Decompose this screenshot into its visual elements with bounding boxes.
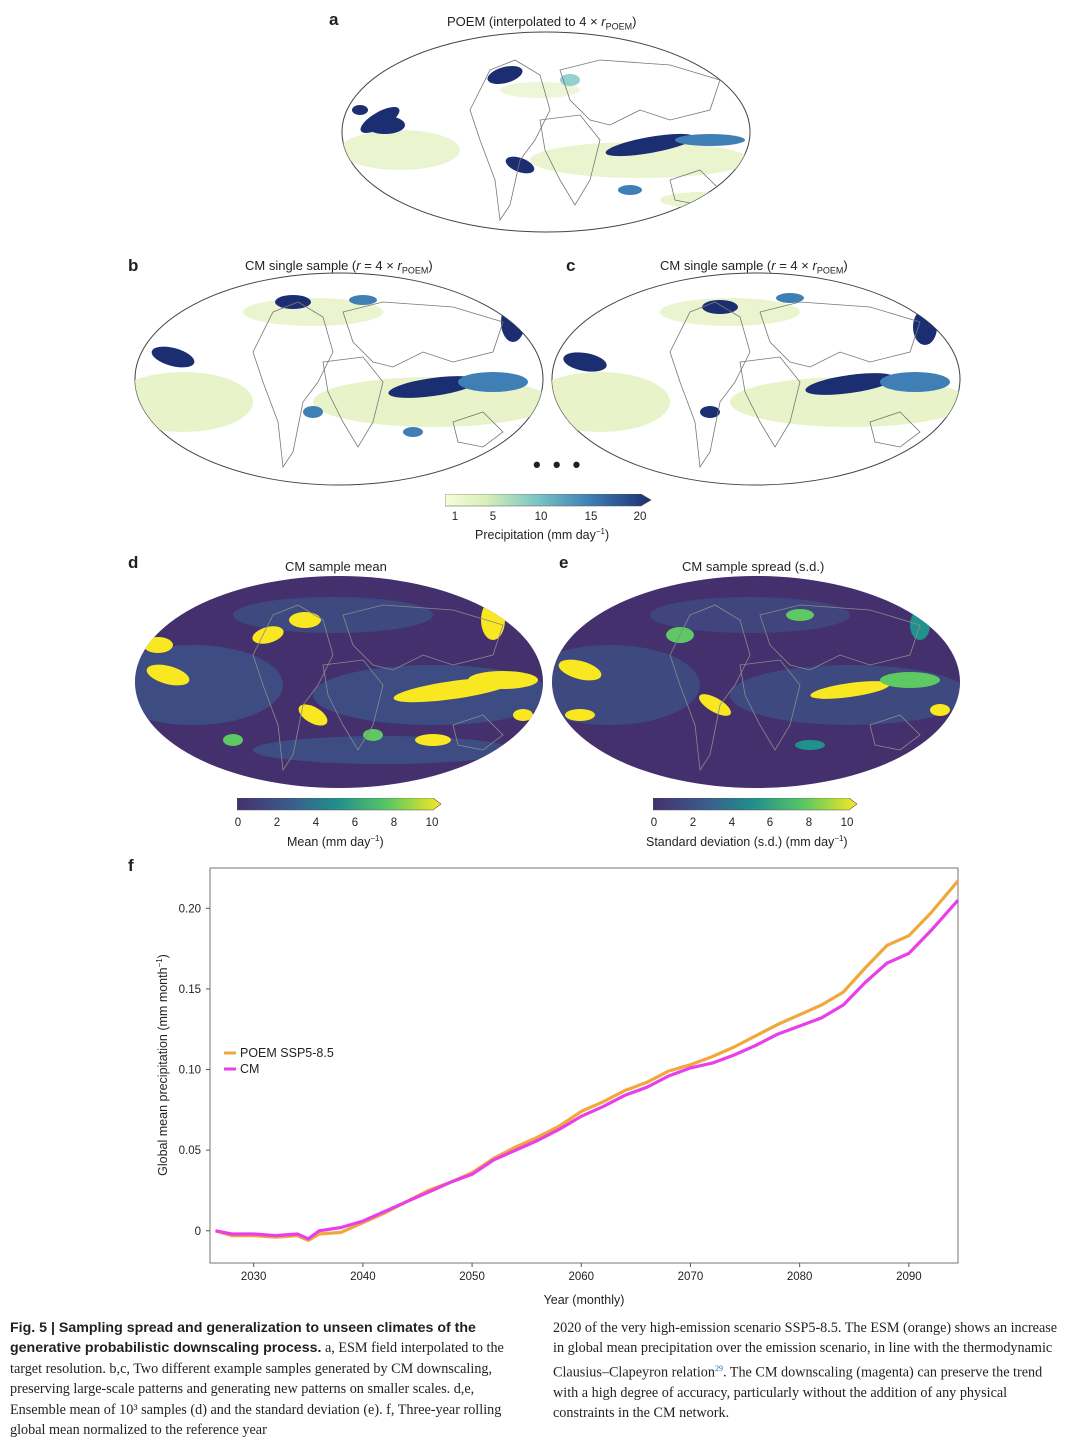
- x-tick-label: 2060: [568, 1271, 594, 1283]
- colorbar-sd: [653, 798, 858, 811]
- legend: POEM SSP5-8.5 CM: [224, 1046, 334, 1076]
- panel-letter-f: f: [128, 856, 134, 875]
- map-d: [135, 576, 543, 788]
- ellipsis-more-samples: • • •: [533, 452, 584, 477]
- x-tick-label: 2030: [241, 1271, 267, 1283]
- mean-tick: 0: [234, 817, 242, 829]
- y-axis-label: Global mean precipitation (mm month−1): [155, 954, 170, 1176]
- panel-letter-c: c: [566, 256, 576, 275]
- sd-colorbar-label: Standard deviation (s.d.) (mm day−1): [646, 834, 848, 850]
- panel-letter-b: b: [128, 256, 139, 275]
- map-title-d: CM sample mean: [285, 559, 387, 574]
- sd-tick: 0: [650, 817, 658, 829]
- sd-tick: 4: [728, 817, 736, 829]
- caption-left: Fig. 5 | Sampling spread and generalizat…: [10, 1320, 504, 1439]
- x-tick-label: 2070: [678, 1271, 704, 1283]
- sd-tick: 2: [689, 817, 697, 829]
- sd-tick: 10: [840, 817, 854, 829]
- panel-letter-a: a: [329, 10, 339, 29]
- precip-tick: 1: [451, 511, 459, 523]
- precip-tick: 15: [584, 511, 598, 523]
- mean-tick: 6: [351, 817, 359, 829]
- mean-tick: 2: [273, 817, 281, 829]
- colorbar-mean: [237, 798, 442, 811]
- precip-tick: 20: [633, 511, 647, 523]
- series-line-cm: [215, 899, 960, 1241]
- map-title-a: POEM (interpolated to 4 × rPOEM): [447, 14, 637, 32]
- panel-letter-d: d: [128, 553, 139, 572]
- map-title-c: CM single sample (r = 4 × rPOEM): [660, 258, 848, 276]
- map-title-e: CM sample spread (s.d.): [682, 559, 825, 574]
- x-tick-label: 2050: [459, 1271, 485, 1283]
- map-b: [134, 272, 544, 486]
- sd-tick: 8: [805, 817, 813, 829]
- mean-tick: 8: [390, 817, 398, 829]
- y-tick-label: 0.10: [179, 1065, 201, 1077]
- map-title-b: CM single sample (r = 4 × rPOEM): [245, 258, 433, 276]
- map-a: [341, 31, 751, 233]
- legend-label-cm: CM: [240, 1062, 259, 1076]
- x-axis-label: Year (monthly): [544, 1293, 625, 1307]
- y-tick-label: 0.15: [179, 984, 201, 996]
- figure-label: Fig. 5 | Sampling spread and generalizat…: [10, 1320, 476, 1357]
- precip-tick: 10: [534, 511, 548, 523]
- y-tick-label: 0.05: [179, 1145, 201, 1157]
- y-tick-label: 0.20: [179, 903, 201, 915]
- colorbar-precip: [445, 494, 652, 507]
- legend-label-poem: POEM SSP5-8.5: [240, 1046, 334, 1060]
- precip-tick: 5: [489, 511, 497, 523]
- map-c: [551, 272, 961, 486]
- precip-colorbar-label: Precipitation (mm day−1): [475, 527, 610, 543]
- mean-tick: 10: [425, 817, 439, 829]
- x-tick-label: 2080: [787, 1271, 813, 1283]
- caption-right: 2020 of the very high-emission scenario …: [553, 1320, 1058, 1422]
- line-chart: 2030 2040 2050 2060 2070 2080 2090 0 0.05 0.10 0.…: [155, 867, 960, 1307]
- mean-tick: 4: [312, 817, 320, 829]
- plot-area: [209, 867, 959, 1264]
- map-e: [552, 576, 960, 788]
- panel-letter-e: e: [559, 553, 569, 572]
- y-tick-label: 0: [195, 1226, 201, 1238]
- x-tick-label: 2090: [896, 1271, 922, 1283]
- mean-colorbar-label: Mean (mm day−1): [287, 834, 384, 850]
- x-tick-label: 2040: [350, 1271, 376, 1283]
- sd-tick: 6: [766, 817, 774, 829]
- series-line-poem: [215, 879, 960, 1242]
